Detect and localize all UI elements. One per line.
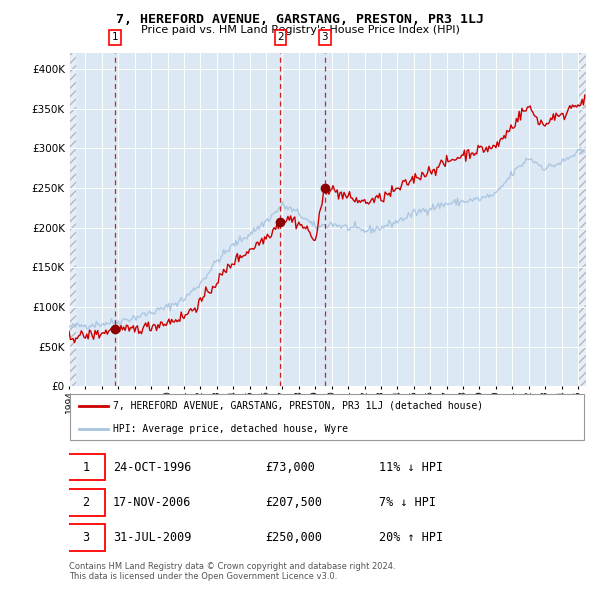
Text: HPI: Average price, detached house, Wyre: HPI: Average price, detached house, Wyre — [113, 424, 348, 434]
FancyBboxPatch shape — [67, 525, 105, 551]
Text: 11% ↓ HPI: 11% ↓ HPI — [379, 461, 443, 474]
Text: 2: 2 — [82, 496, 89, 509]
Text: 1: 1 — [82, 461, 89, 474]
Text: 20% ↑ HPI: 20% ↑ HPI — [379, 531, 443, 544]
Text: £250,000: £250,000 — [266, 531, 323, 544]
Text: 7, HEREFORD AVENUE, GARSTANG, PRESTON, PR3 1LJ: 7, HEREFORD AVENUE, GARSTANG, PRESTON, P… — [116, 13, 484, 26]
Text: £73,000: £73,000 — [266, 461, 316, 474]
Text: 1: 1 — [112, 32, 118, 42]
Text: 7, HEREFORD AVENUE, GARSTANG, PRESTON, PR3 1LJ (detached house): 7, HEREFORD AVENUE, GARSTANG, PRESTON, P… — [113, 401, 483, 411]
FancyBboxPatch shape — [70, 394, 584, 441]
Text: 3: 3 — [322, 32, 328, 42]
Text: 31-JUL-2009: 31-JUL-2009 — [113, 531, 191, 544]
Text: Price paid vs. HM Land Registry's House Price Index (HPI): Price paid vs. HM Land Registry's House … — [140, 25, 460, 35]
Text: Contains HM Land Registry data © Crown copyright and database right 2024.
This d: Contains HM Land Registry data © Crown c… — [69, 562, 395, 581]
Bar — [579, 53, 586, 386]
FancyBboxPatch shape — [67, 454, 105, 480]
Text: £207,500: £207,500 — [266, 496, 323, 509]
Text: 7% ↓ HPI: 7% ↓ HPI — [379, 496, 436, 509]
FancyBboxPatch shape — [67, 489, 105, 516]
Text: 24-OCT-1996: 24-OCT-1996 — [113, 461, 191, 474]
Text: 17-NOV-2006: 17-NOV-2006 — [113, 496, 191, 509]
Text: 2: 2 — [277, 32, 284, 42]
Text: 3: 3 — [82, 531, 89, 544]
Bar — [69, 53, 76, 386]
